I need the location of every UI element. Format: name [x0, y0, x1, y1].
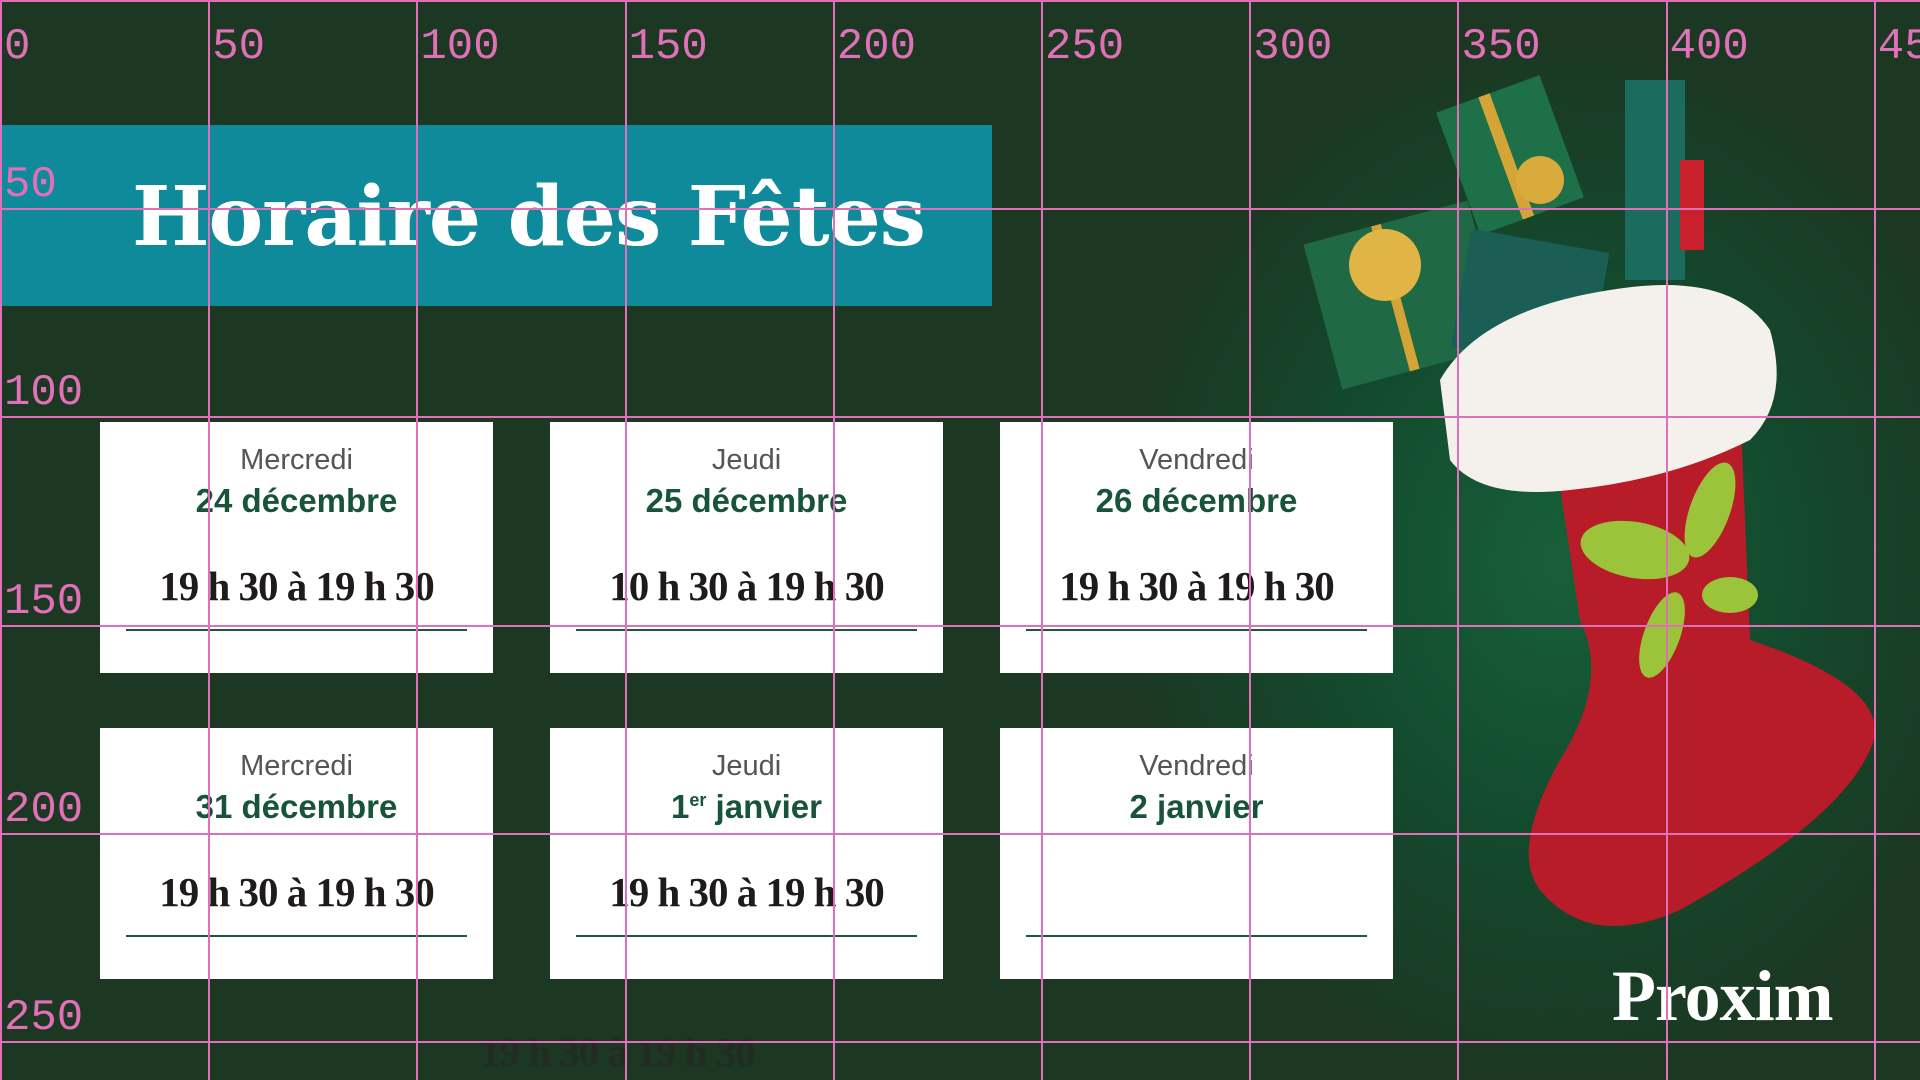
page-title: Horaire des Fêtes — [132, 169, 926, 265]
grid-label-y: 200 — [4, 784, 84, 835]
hours: 19 h 30 à 19 h 30 — [609, 869, 885, 915]
hours: 19 h 30 à 19 h 30 — [1059, 563, 1335, 609]
grid-label-y: 100 — [4, 368, 84, 419]
grid-line-horizontal — [0, 1041, 1920, 1043]
grid-line-vertical — [1041, 0, 1043, 1080]
grid-line-vertical — [832, 0, 835, 1080]
hours: 10 h 30 à 19 h 30 — [609, 563, 885, 609]
date: 26 décembre — [1095, 482, 1298, 519]
title-banner: Horaire des Fêtes — [0, 125, 992, 306]
hours: 19 h 30 à 19 h 30 — [159, 869, 435, 915]
ghost-hours-text: 19 h 30 à 19 h 30 — [480, 1029, 756, 1075]
grid-line-vertical — [416, 0, 419, 1080]
date: 31 décembre — [195, 788, 398, 825]
grid-label-x: 350 — [1461, 22, 1541, 72]
grid-line-vertical — [624, 0, 627, 1080]
grid-line-horizontal — [0, 416, 1920, 419]
grid-line-vertical — [1457, 0, 1460, 1080]
grid-label-x: 50 — [212, 22, 265, 72]
grid-line-horizontal — [0, 832, 1920, 835]
grid-label-x: 150 — [628, 22, 708, 72]
day-name: Vendredi — [1139, 750, 1254, 782]
grid-label-x: 100 — [420, 22, 500, 72]
grid-line-vertical — [0, 0, 2, 1080]
day-name: Mercredi — [240, 750, 353, 782]
divider — [1026, 935, 1367, 937]
grid-label-x: 0 — [4, 22, 31, 72]
grid-label-x: 200 — [836, 22, 917, 72]
date: 24 décembre — [195, 482, 398, 519]
divider — [576, 935, 917, 937]
day-name: Jeudi — [711, 750, 782, 782]
grid-line-vertical — [1873, 0, 1876, 1080]
proxim-logo: Proxim — [1612, 955, 1834, 1038]
grid-label-x: 300 — [1253, 22, 1333, 72]
date-ordinal: er — [689, 790, 707, 810]
schedule-card: Jeudi 1er janvier 19 h 30 à 19 h 30 — [550, 728, 943, 979]
grid-label-y: 50 — [4, 160, 57, 211]
day-name: Jeudi — [711, 444, 782, 476]
divider — [126, 935, 467, 937]
grid-label-x: 250 — [1045, 22, 1125, 72]
grid-label-y: 150 — [4, 576, 84, 627]
schedule-card: Mercredi 24 décembre 19 h 30 à 19 h 30 — [100, 422, 493, 673]
logo-text: Proxim — [1612, 956, 1834, 1036]
grid-line-vertical — [208, 0, 211, 1080]
day-name: Vendredi — [1139, 444, 1254, 476]
grid-label-x: 45 — [1877, 22, 1920, 72]
grid-line-horizontal — [0, 624, 1920, 627]
stocking-illustration — [1303, 75, 1875, 926]
schedule-card: Vendredi 26 décembre 19 h 30 à 19 h 30 — [1000, 422, 1393, 673]
grid-line-horizontal — [0, 208, 1920, 211]
grid-label-x: 400 — [1669, 22, 1749, 72]
date-month: janvier — [706, 788, 822, 825]
grid-line-vertical — [1249, 0, 1252, 1080]
grid-line-horizontal — [0, 0, 1920, 2]
date: 25 décembre — [645, 482, 848, 519]
hours: 19 h 30 à 19 h 30 — [159, 563, 435, 609]
date: 1er janvier — [550, 788, 943, 826]
divider — [576, 629, 917, 631]
date: 2 janvier — [1129, 788, 1264, 825]
schedule-card: Vendredi 2 janvier — [1000, 728, 1393, 979]
day-name: Mercredi — [240, 444, 353, 476]
grid-line-vertical — [1665, 0, 1668, 1080]
schedule-card: Jeudi 25 décembre 10 h 30 à 19 h 30 — [550, 422, 943, 673]
grid-label-y: 250 — [4, 993, 84, 1043]
divider — [1026, 629, 1367, 631]
date-number: 1 — [671, 788, 690, 825]
schedule-card: Mercredi 31 décembre 19 h 30 à 19 h 30 — [100, 728, 493, 979]
divider — [126, 629, 467, 631]
